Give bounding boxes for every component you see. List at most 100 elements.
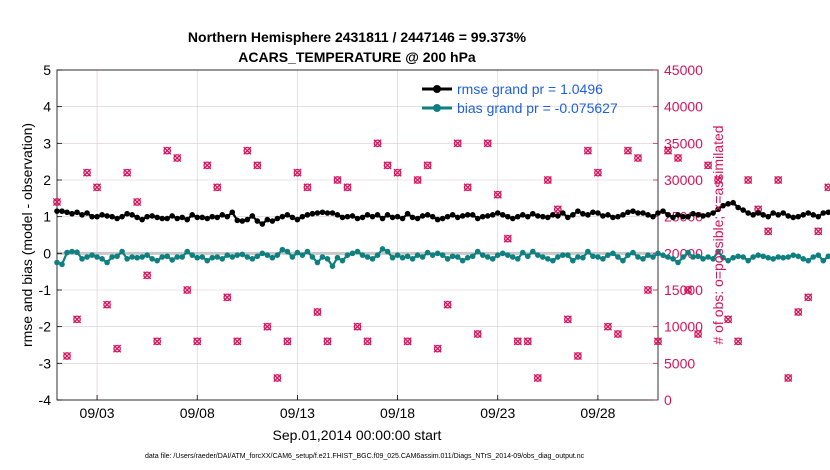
rmse-point: [675, 212, 681, 218]
obs-possible-marker: [563, 315, 572, 324]
bias-point: [635, 254, 641, 260]
bias-point: [775, 254, 781, 260]
legend-bias-marker: [433, 104, 441, 112]
obs-assimilated-marker: [353, 322, 362, 331]
rmse-point: [209, 213, 216, 220]
bias-point: [565, 252, 571, 258]
legend-rmse-marker: [433, 85, 441, 93]
obs-assimilated-marker: [233, 337, 242, 346]
rmse-point: [765, 213, 771, 220]
rmse-point: [519, 212, 526, 218]
rmse-point: [590, 209, 596, 216]
x-tick-label: 09/03: [80, 405, 115, 421]
bias-point: [615, 254, 621, 260]
obs-assimilated-marker: [493, 190, 502, 199]
rmse-point: [274, 215, 281, 222]
bias-point: [294, 249, 301, 256]
bias-point: [444, 256, 451, 262]
rmse-point: [299, 213, 306, 220]
bias-point: [244, 254, 251, 260]
y-left-tick-label: 3: [43, 135, 51, 151]
rmse-point: [404, 210, 411, 217]
bias-point: [740, 254, 746, 260]
obs-assimilated-marker: [523, 337, 532, 346]
obs-assimilated-marker: [173, 153, 182, 163]
rmse-point: [494, 210, 501, 216]
rmse-point: [610, 214, 616, 221]
obs-assimilated-marker: [663, 146, 673, 155]
rmse-point: [570, 212, 576, 218]
rmse-point: [314, 210, 321, 216]
bias-point: [825, 253, 830, 260]
bias-point: [384, 248, 391, 255]
bias-point: [354, 248, 361, 255]
bias-point: [334, 254, 341, 261]
obs-assimilated-marker: [413, 175, 422, 185]
y-right-tick-label: 40000: [664, 99, 703, 115]
obs-assimilated-marker: [403, 337, 412, 346]
obs-possible-marker: [794, 308, 803, 316]
obs-assimilated-marker: [363, 337, 372, 346]
plot-area-border: [56, 69, 659, 401]
legend-rmse-label: rmse grand pr = 1.0496: [457, 81, 603, 97]
x-ticks: 09/03 09/08 09/13 09/18 09/23 09/28: [80, 395, 616, 421]
obs-possible-marker: [804, 293, 813, 302]
bias-point: [214, 254, 221, 260]
legend-bias-label: bias grand pr = -0.075627: [457, 100, 618, 116]
rmse-point: [499, 212, 506, 218]
bias-point: [329, 263, 336, 269]
rmse-point: [79, 212, 85, 218]
rmse-point: [449, 212, 456, 218]
rmse-point: [409, 214, 416, 221]
rmse-point: [134, 214, 140, 221]
rmse-point: [550, 212, 556, 218]
bias-point: [545, 256, 551, 262]
rmse-point: [580, 210, 586, 217]
rmse-point: [640, 210, 646, 216]
obs-assimilated-marker: [734, 337, 743, 346]
obs-possible-marker: [303, 183, 312, 192]
obs-assimilated-marker: [543, 175, 552, 185]
bias-point: [314, 259, 321, 266]
obs-possible-marker: [533, 374, 542, 382]
x-tick-label: 09/13: [280, 405, 315, 421]
rmse-point: [635, 210, 641, 216]
rmse-point: [244, 216, 251, 223]
bias-point: [700, 256, 706, 262]
bias-point: [499, 250, 506, 257]
bias-point: [504, 252, 511, 258]
rmse-point: [820, 210, 827, 216]
bias-point: [695, 253, 701, 260]
obs-possible-marker: [664, 146, 672, 155]
obs-possible-marker: [714, 176, 722, 184]
rmse-series: [54, 199, 830, 227]
bias-point: [439, 252, 446, 258]
rmse-point: [54, 208, 60, 214]
bias-point: [239, 251, 246, 258]
bias-point: [119, 248, 125, 255]
obs-count-markers: [52, 139, 830, 383]
rmse-point: [309, 210, 316, 217]
bias-point: [469, 253, 476, 260]
bias-point: [424, 249, 431, 256]
bias-point: [735, 253, 741, 260]
rmse-point: [429, 213, 436, 220]
obs-possible-marker: [724, 315, 732, 324]
bias-point: [134, 254, 140, 261]
obs-assimilated-marker: [153, 337, 162, 346]
bias-point: [730, 254, 736, 261]
obs-assimilated-marker: [653, 337, 663, 346]
obs-assimilated-marker: [393, 168, 402, 177]
rmse-point: [775, 212, 781, 218]
y-ticks-left: -4 -3 -2 -1 0 1 2 3 4 5: [39, 62, 62, 408]
obs-assimilated-marker: [373, 139, 382, 148]
y-left-tick-label: -4: [39, 392, 52, 408]
obs-assimilated-marker: [433, 344, 442, 353]
rmse-point: [595, 210, 601, 216]
rmse-point: [615, 213, 621, 220]
bias-point: [484, 254, 491, 260]
bias-point: [194, 254, 201, 261]
rmse-point: [710, 210, 716, 216]
rmse-point: [504, 213, 511, 220]
bias-point: [344, 252, 351, 258]
